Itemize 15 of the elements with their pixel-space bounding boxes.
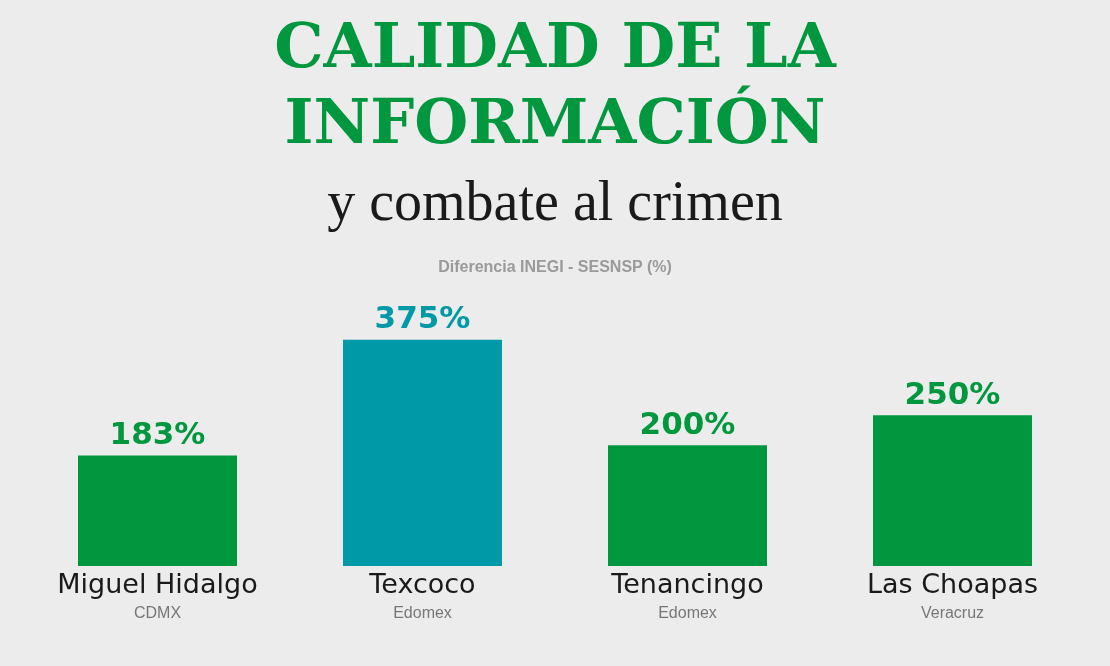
x-tick-label: Las Choapas Veracruz (866, 568, 1039, 622)
bar (873, 415, 1032, 566)
chart-title: CALIDAD DE LA INFORMACIÓN (273, 8, 838, 160)
data-label: 183% (109, 415, 206, 452)
chart-subtitle: y combate al crimen (326, 169, 784, 234)
bar (608, 445, 767, 566)
data-label: 250% (904, 374, 1001, 411)
x-tick-label: Miguel Hidalgo CDMX (57, 568, 258, 622)
x-tick-label: Tenancingo Edomex (610, 568, 764, 622)
data-label: 375% (374, 299, 471, 336)
x-tick-label: Texcoco Edomex (368, 568, 476, 622)
bar (78, 455, 237, 566)
data-label: 200% (639, 404, 736, 441)
y-axis-title: Diferencia INEGI - SESNSP (%) (438, 258, 672, 276)
bar (343, 339, 502, 566)
